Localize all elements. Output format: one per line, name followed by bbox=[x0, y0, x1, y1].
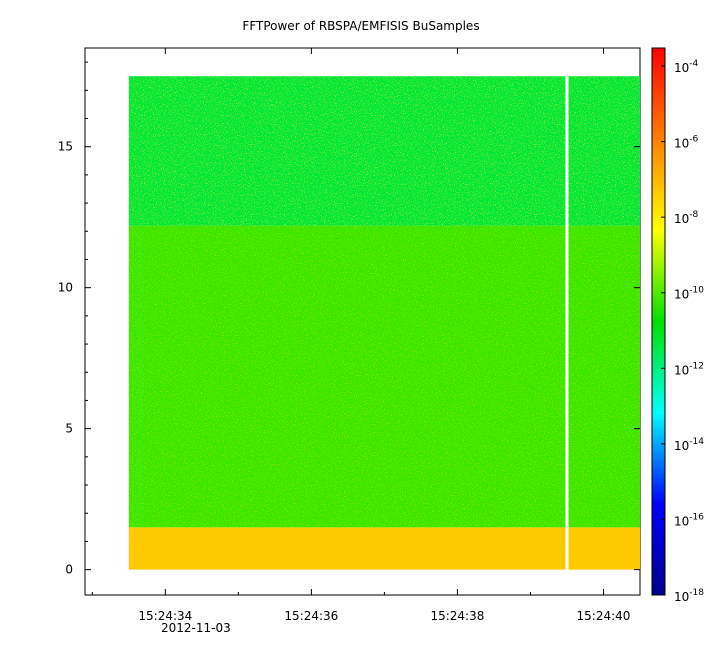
y-tick-label: 5 bbox=[65, 422, 73, 436]
colorbar-tick-label: 10-6 bbox=[674, 135, 699, 151]
colorbar-tick-label: 10-18 bbox=[674, 588, 704, 604]
colorbar-tick-label: 10-16 bbox=[674, 512, 704, 528]
colorbar-tick-label: 10-8 bbox=[674, 210, 699, 226]
x-tick-label: 15:24:36 bbox=[284, 609, 338, 623]
x-axis: 15:24:34 15:24:36 15:24:38 15:24:40 bbox=[91, 48, 631, 623]
data-gap bbox=[565, 76, 569, 570]
plot-area: 0 5 10 15 15:24:34 15:24:36 15:24:38 15:24:40 bbox=[58, 47, 641, 623]
spectrogram-bands bbox=[128, 76, 640, 570]
chart-title: FFTPower of RBSPA/EMFISIS BuSamples bbox=[242, 19, 479, 33]
colorbar-ticks: 10-4 10-6 10-8 10-10 10-12 10-14 10-16 10-18 bbox=[661, 59, 704, 604]
colorbar-tick-label: 10-10 bbox=[674, 286, 704, 302]
x-date-label: 2012-11-03 bbox=[161, 621, 231, 635]
y-tick-label: 10 bbox=[58, 281, 73, 295]
y-tick-label: 15 bbox=[58, 140, 73, 154]
y-axis: 0 5 10 15 bbox=[58, 61, 640, 577]
colorbar-tick-label: 10-12 bbox=[674, 361, 704, 377]
colorbar-tick-label: 10-14 bbox=[674, 437, 704, 453]
x-tick-label: 15:24:38 bbox=[430, 609, 484, 623]
band-2 bbox=[128, 76, 640, 226]
band-0 bbox=[128, 527, 640, 570]
colorbar-tick-label: 10-4 bbox=[674, 59, 699, 75]
y-tick-label: 0 bbox=[65, 563, 73, 577]
x-tick-label: 15:24:34 bbox=[138, 609, 192, 623]
colorbar-gradient bbox=[651, 47, 666, 596]
colorbar: 10-4 10-6 10-8 10-10 10-12 10-14 10-16 10-18 bbox=[651, 47, 704, 604]
x-tick-label: 15:24:40 bbox=[577, 609, 631, 623]
band-1 bbox=[128, 225, 640, 528]
